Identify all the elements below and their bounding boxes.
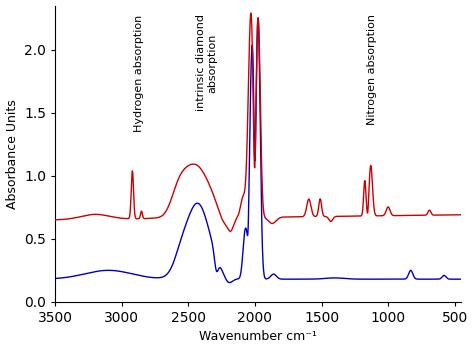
Text: Hydrogen absorption: Hydrogen absorption xyxy=(134,14,144,132)
X-axis label: Wavenumber cm⁻¹: Wavenumber cm⁻¹ xyxy=(199,331,317,343)
Text: intrinsic diamond
absorption: intrinsic diamond absorption xyxy=(196,14,218,111)
Text: Nitrogen absorption: Nitrogen absorption xyxy=(367,14,377,125)
Y-axis label: Absorbance Units: Absorbance Units xyxy=(6,99,18,209)
